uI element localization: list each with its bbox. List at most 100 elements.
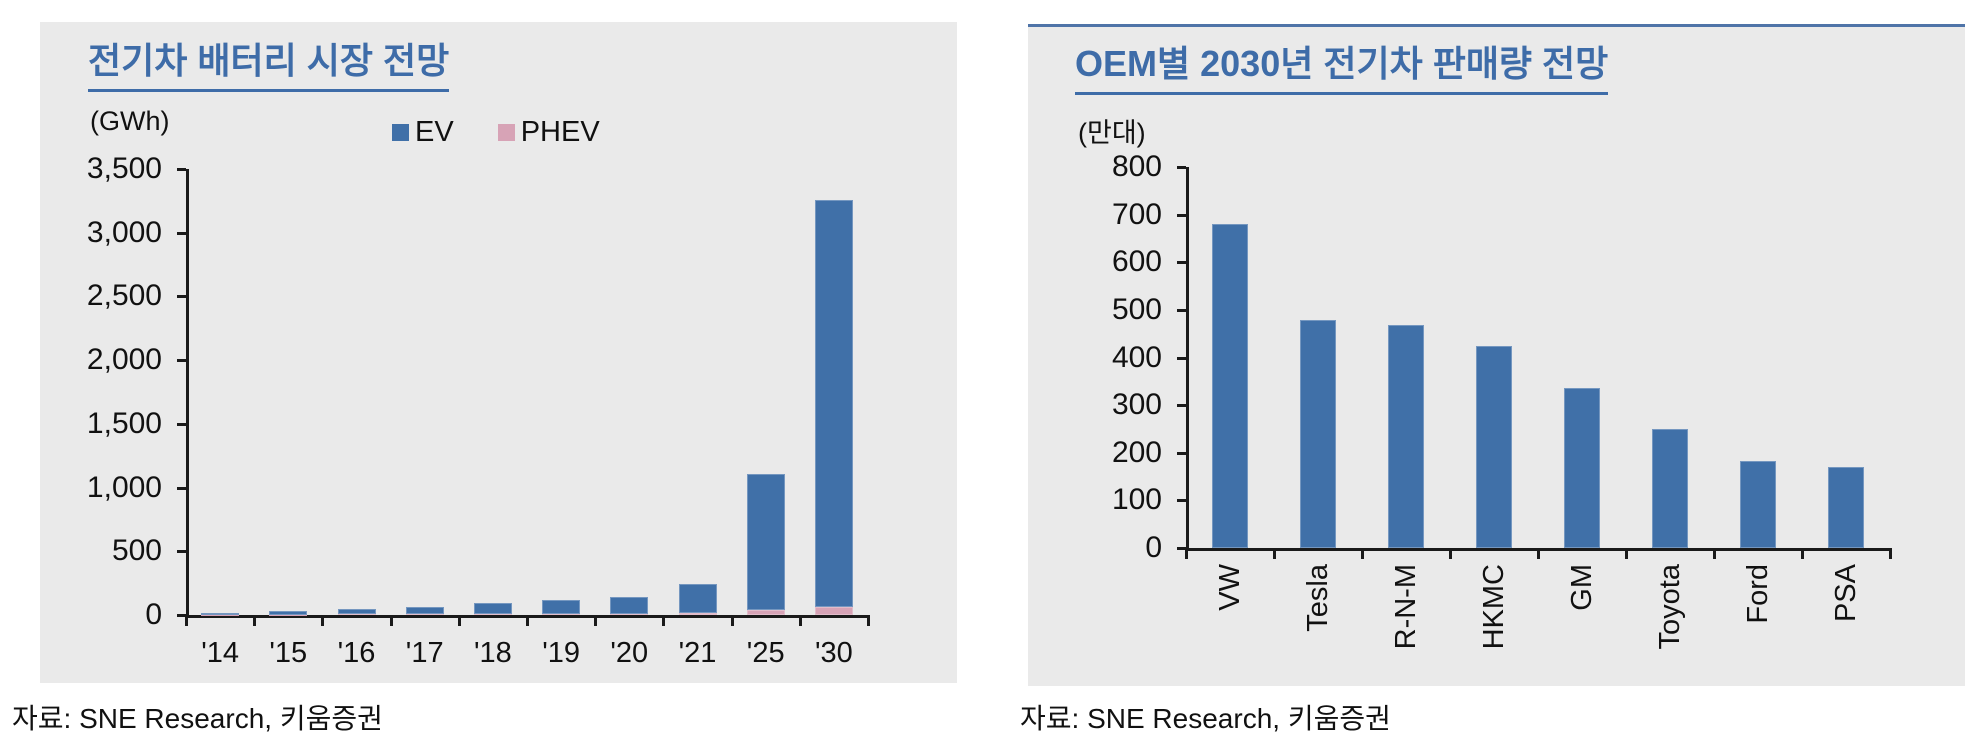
bar-PHEV-18: [473, 614, 512, 615]
bar-EV-HKMC: [1476, 345, 1512, 548]
oem-sales-unit-label: (만대): [1078, 118, 1146, 148]
x-tick-mark: [867, 615, 870, 626]
y-tick-mark: [1177, 213, 1186, 217]
bar-PHEV-19: [542, 613, 581, 615]
phev-legend-swatch: [497, 124, 515, 141]
bar-EV-15: [269, 611, 308, 615]
y-tick-mark: [177, 486, 186, 490]
left-source-caption: 자료: SNE Research, 키움증권: [12, 703, 383, 734]
bar-EV-18: [473, 602, 512, 615]
oem-sales-plot-area: 0 100 200 300 400 500 600 700 800 VW Tesla R-N-M HKM…: [1028, 27, 1965, 686]
x-tick-label: Toyota: [1654, 564, 1686, 650]
x-tick-label: Ford: [1742, 564, 1774, 624]
bar-EV-R-N-M: [1388, 325, 1424, 548]
x-tick-mark: [457, 615, 461, 626]
x-tick-mark: [185, 615, 188, 626]
x-tick-mark: [1273, 548, 1276, 559]
x-tick-label: '18: [473, 637, 512, 669]
y-tick-label: 400: [1111, 340, 1162, 374]
y-tick-mark: [177, 550, 186, 554]
bar-EV-17: [405, 607, 444, 615]
y-tick-label: 500: [111, 534, 162, 568]
bar-EV-14: [201, 613, 240, 615]
bar-PHEV-20: [610, 613, 649, 615]
x-tick-mark: [253, 615, 257, 626]
y-tick-mark: [1177, 166, 1186, 169]
bar-EV-21: [678, 584, 717, 614]
y-tick-label: 2,500: [86, 279, 162, 313]
y-tick-label: 800: [1111, 150, 1162, 183]
bar-PHEV-21: [678, 613, 717, 615]
x-tick-mark: [321, 615, 325, 626]
y-tick-mark: [1177, 499, 1186, 503]
y-axis-line: [186, 169, 189, 618]
x-tick-mark: [526, 615, 529, 626]
x-tick-mark: [389, 615, 393, 626]
x-tick-label: '19: [542, 637, 580, 669]
y-tick-mark: [1177, 308, 1186, 312]
x-tick-label: '17: [405, 637, 444, 669]
y-tick-mark: [1177, 451, 1186, 455]
x-tick-mark: [1185, 548, 1188, 559]
ev-legend-label: EV: [415, 116, 454, 148]
y-axis-line: [1186, 167, 1189, 551]
x-tick-mark: [1361, 548, 1364, 559]
x-tick-label: '16: [337, 637, 376, 669]
x-tick-label: '25: [746, 637, 785, 669]
x-tick-label: '15: [269, 637, 308, 669]
x-tick-label: HKMC: [1478, 564, 1510, 650]
bar-EV-Tesla: [1300, 320, 1336, 548]
right-source-caption: 자료: SNE Research, 키움증권: [1020, 703, 1391, 734]
legend-item-phev: PHEV: [497, 116, 600, 149]
x-tick-label: VW: [1214, 564, 1246, 611]
bar-EV-GM: [1564, 388, 1600, 548]
bar-PHEV-25: [746, 609, 785, 615]
x-tick-label: '14: [201, 637, 239, 669]
y-tick-mark: [177, 614, 186, 617]
y-tick-label: 0: [145, 598, 162, 631]
y-tick-label: 300: [1111, 388, 1162, 422]
bar-EV-PSA: [1828, 467, 1864, 548]
y-tick-label: 200: [1111, 435, 1162, 469]
phev-legend-label: PHEV: [520, 116, 600, 148]
y-tick-label: 500: [1111, 292, 1162, 326]
bar-EV-25: [746, 473, 785, 610]
y-tick-mark: [177, 359, 186, 363]
x-tick-mark: [1801, 548, 1804, 559]
x-tick-label: R-N-M: [1390, 564, 1422, 650]
y-tick-mark: [177, 168, 186, 171]
ev-legend-swatch: [392, 124, 409, 141]
x-tick-mark: [1625, 548, 1628, 559]
battery-market-plot-area: 0 500 1,000 1,500 2,000 2,500 3,000 3,500 '14 '15…: [40, 22, 957, 683]
bar-EV-19: [542, 599, 581, 614]
bar-PHEV-30: [814, 607, 853, 615]
y-tick-label: 700: [1111, 197, 1162, 231]
bar-EV-16: [337, 609, 376, 615]
bar-EV-Toyota: [1652, 428, 1688, 548]
y-tick-mark: [1177, 404, 1186, 408]
x-tick-mark: [798, 615, 802, 626]
bar-PHEV-16: [337, 614, 376, 615]
x-tick-mark: [1449, 548, 1452, 559]
x-tick-label: '30: [814, 637, 853, 669]
x-tick-mark: [730, 615, 734, 626]
y-tick-label: 3,500: [86, 152, 162, 185]
legend-item-ev: EV: [392, 116, 454, 149]
y-tick-label: 1,000: [86, 470, 162, 504]
y-tick-mark: [177, 422, 186, 426]
x-tick-label: Tesla: [1302, 564, 1334, 632]
battery-market-chart-title: 전기차 배터리 시장 전망: [88, 32, 450, 92]
y-tick-label: 0: [1145, 531, 1162, 564]
y-tick-mark: [177, 295, 186, 299]
bar-EV-20: [610, 596, 649, 614]
y-tick-mark: [1177, 547, 1186, 550]
battery-market-legend: EV PHEV: [392, 116, 600, 149]
y-tick-label: 600: [1111, 245, 1162, 279]
y-tick-mark: [177, 231, 186, 235]
x-tick-label: '20: [610, 637, 649, 669]
oem-sales-chart-panel: OEM별 2030년 전기차 판매량 전망 (만대) 0 100 200 300 400…: [1028, 24, 1965, 686]
y-tick-label: 3,000: [86, 215, 162, 249]
x-tick-label: GM: [1566, 564, 1598, 611]
x-tick-mark: [594, 615, 598, 626]
x-tick-mark: [1713, 548, 1716, 559]
